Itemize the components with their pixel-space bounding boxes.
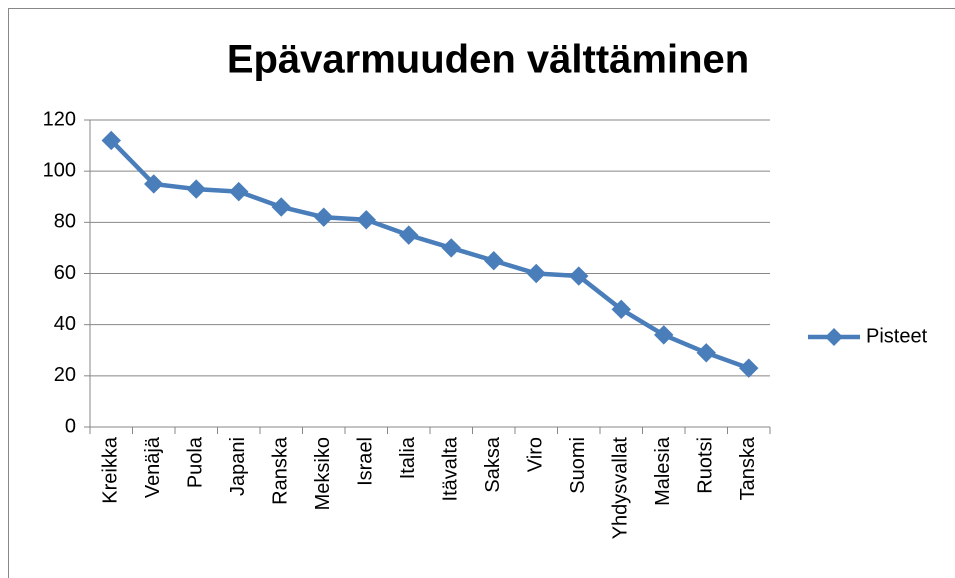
x-tick-label: Israel xyxy=(355,437,377,486)
x-tick-label: Japani xyxy=(227,437,249,496)
data-point xyxy=(271,197,291,217)
data-point xyxy=(654,325,674,345)
series-line xyxy=(109,138,750,371)
data-point xyxy=(144,174,164,194)
data-point xyxy=(739,358,759,378)
x-tick-label: Kreikka xyxy=(100,436,122,504)
y-tick-label: 80 xyxy=(54,211,76,233)
y-tick-label: 0 xyxy=(65,415,76,437)
x-tick-label: Italia xyxy=(397,436,419,479)
data-point xyxy=(186,179,206,199)
x-tick-label: Ruotsi xyxy=(695,437,717,494)
x-tick-label: Meksiko xyxy=(312,437,334,510)
data-point xyxy=(611,299,631,320)
data-point xyxy=(441,238,461,258)
x-tick-label: Viro xyxy=(525,437,547,472)
legend-marker xyxy=(825,328,843,346)
data-point xyxy=(399,225,419,245)
data-point xyxy=(314,207,334,227)
data-point xyxy=(229,181,249,202)
x-tick-label: Malesia xyxy=(652,436,674,506)
x-tick-label: Saksa xyxy=(482,436,504,492)
chart-title: Epävarmuuden välttäminen xyxy=(227,38,749,82)
data-point xyxy=(356,210,376,230)
data-point xyxy=(526,263,546,284)
data-point xyxy=(484,251,504,271)
x-tick-label: Itävalta xyxy=(440,436,462,501)
y-tick-label: 40 xyxy=(54,313,76,335)
chart-frame xyxy=(8,8,955,578)
y-tick-label: 100 xyxy=(43,159,76,181)
x-tick-label: Ranska xyxy=(270,436,292,505)
data-point xyxy=(101,130,121,151)
legend-label: Pisteet xyxy=(866,325,928,347)
data-point xyxy=(696,343,716,363)
data-point xyxy=(569,266,589,286)
y-tick-label: 120 xyxy=(43,108,76,130)
x-tick-label: Suomi xyxy=(567,437,589,494)
x-tick-label: Tanska xyxy=(737,436,759,500)
x-tick-label: Yhdysvallat xyxy=(610,437,632,540)
x-tick-label: Puola xyxy=(185,436,207,488)
y-tick-label: 60 xyxy=(54,262,76,284)
x-tick-label: Venäjä xyxy=(142,436,164,498)
y-tick-label: 20 xyxy=(54,364,76,386)
